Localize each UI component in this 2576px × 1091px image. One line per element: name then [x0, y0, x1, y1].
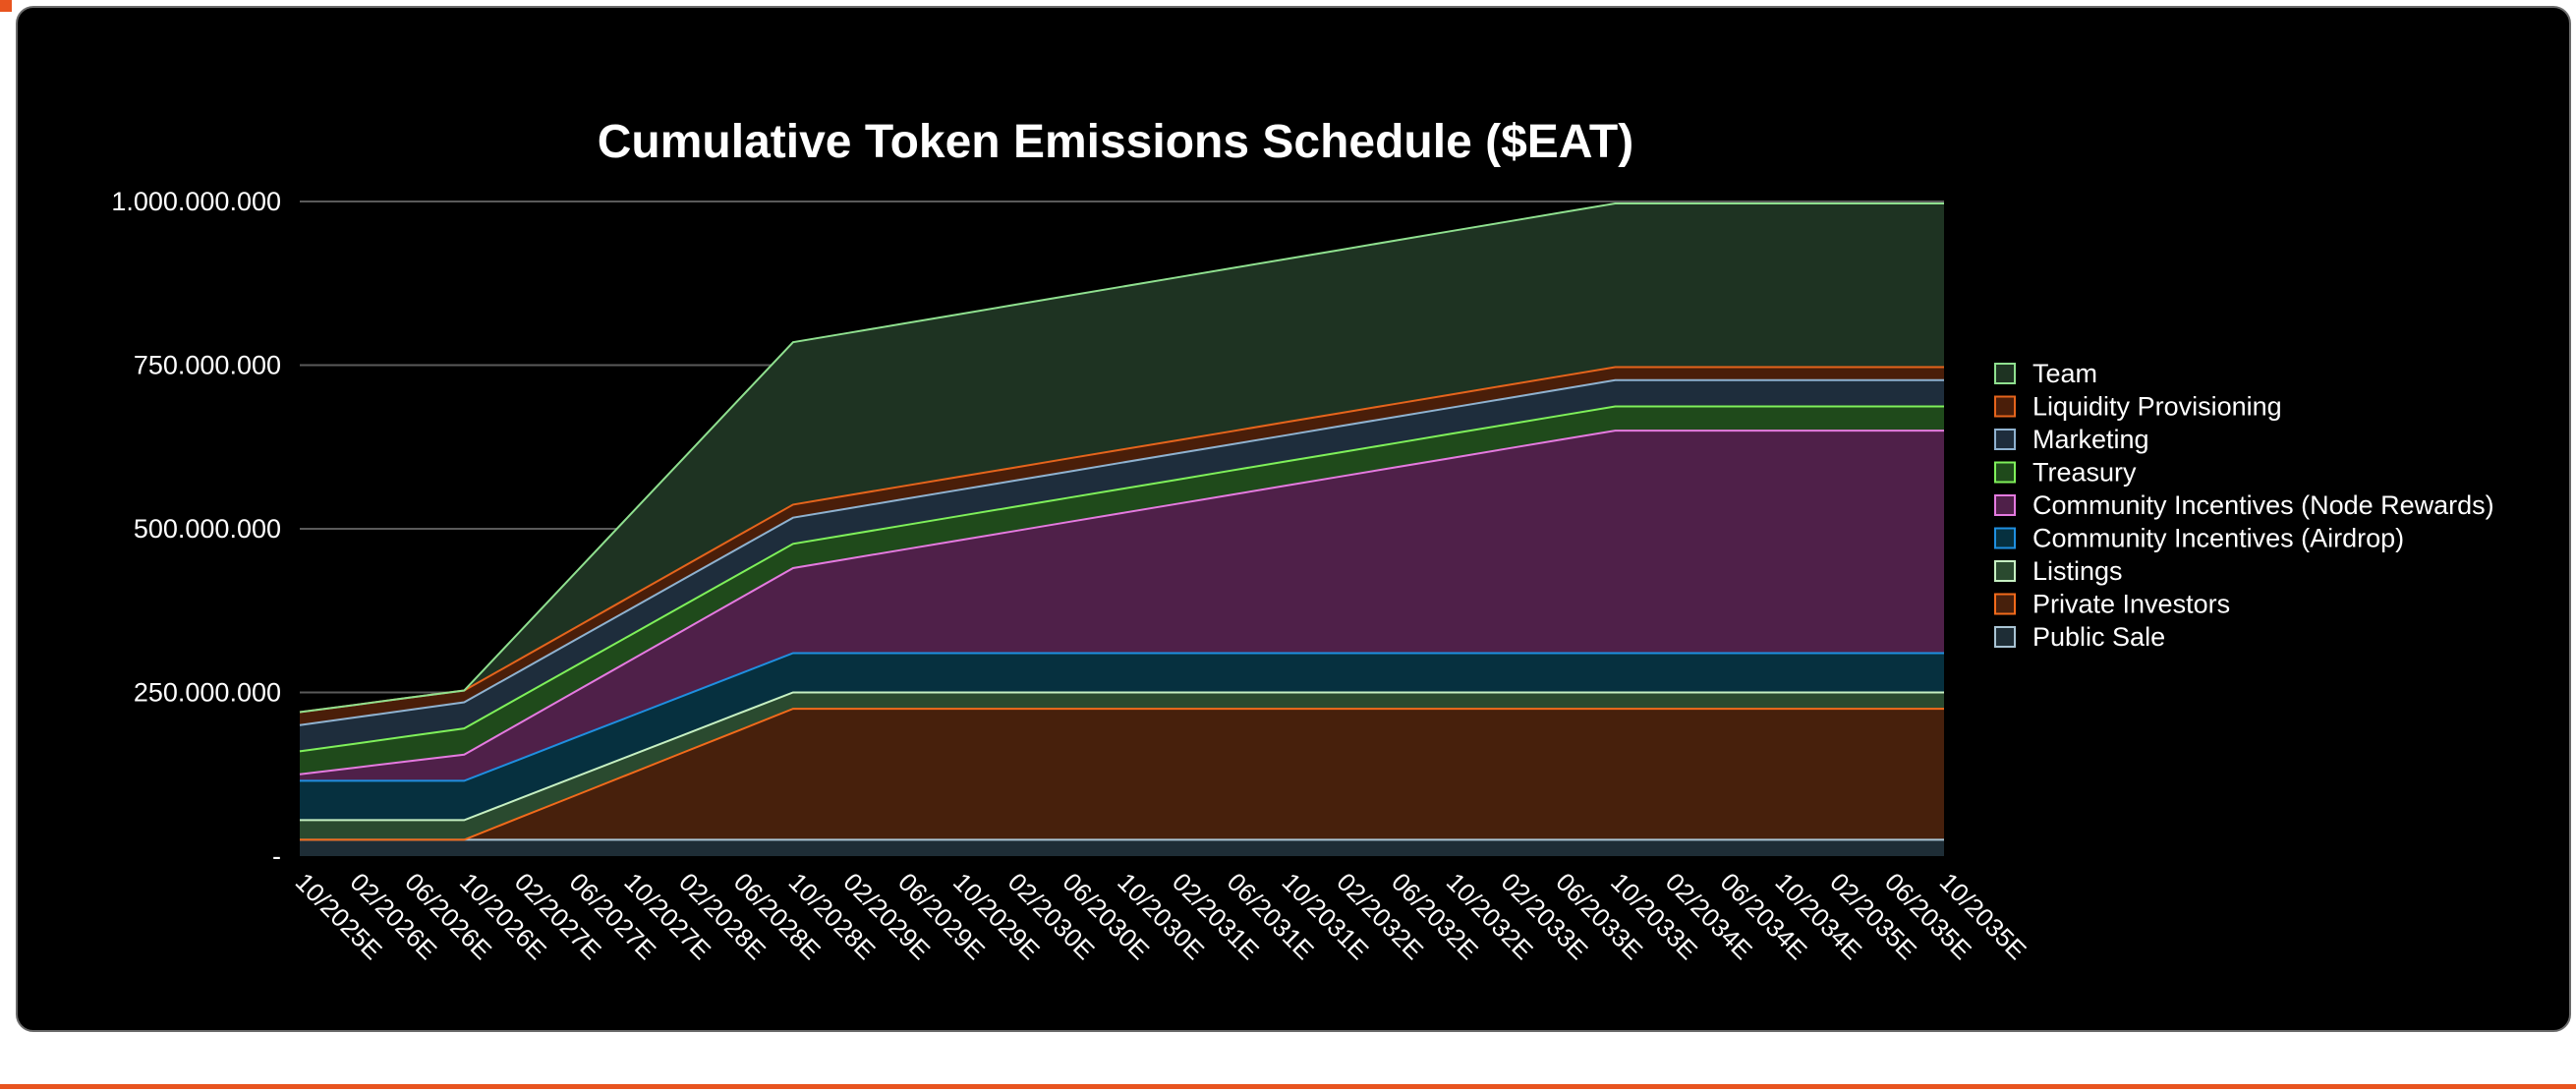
y-tick-label: 1.000.000.000: [111, 187, 281, 216]
legend-label-public-sale: Public Sale: [2032, 622, 2165, 652]
area-community-incentives-node-rewards: [300, 431, 1944, 781]
line-listings: [300, 691, 1944, 822]
emissions-chart: Cumulative Token Emissions Schedule ($EA…: [111, 116, 2494, 965]
y-axis: - 250.000.000 500.000.000 750.000.000 1.000.…: [111, 187, 281, 871]
y-tick-label: -: [272, 841, 281, 871]
legend-label-private-investors: Private Investors: [2032, 590, 2230, 619]
legend-label-community-incentives-airdrop: Community Incentives (Airdrop): [2032, 524, 2404, 553]
stacked-areas: [300, 203, 1944, 856]
area-listings: [300, 692, 1944, 840]
series-lines: [299, 202, 1944, 841]
legend-label-team: Team: [2032, 359, 2097, 388]
legend-swatch-listings: [1994, 560, 2016, 582]
legend-label-treasury: Treasury: [2032, 458, 2137, 488]
y-tick-label: 750.000.000: [134, 351, 281, 380]
area-community-incentives-airdrop: [300, 653, 1944, 821]
legend-label-listings: Listings: [2032, 556, 2123, 586]
area-public-sale: [300, 839, 1944, 856]
line-treasury: [299, 405, 1944, 753]
line-community-incentives-node-rewards: [299, 430, 1944, 775]
line-community-incentives-airdrop: [300, 652, 1944, 782]
legend-label-marketing: Marketing: [2032, 425, 2149, 454]
bottom-accent-line: [0, 1084, 2576, 1089]
area-marketing: [300, 379, 1944, 752]
legend-swatch-treasury: [1994, 461, 2016, 484]
y-tick-label: 250.000.000: [134, 678, 281, 708]
legend-label-liquidity-provisioning: Liquidity Provisioning: [2032, 392, 2282, 422]
x-axis: 10/2025E02/2026E06/2026E10/2026E02/2027E…: [290, 867, 2032, 965]
legend-swatch-team: [1994, 363, 2016, 384]
line-team: [299, 202, 1944, 714]
area-private-investors: [300, 709, 1944, 840]
corner-accent-mark: [0, 0, 12, 12]
legend-swatch-public-sale: [1994, 626, 2016, 648]
chart-card: Cumulative Token Emissions Schedule ($EA…: [16, 6, 2571, 1032]
legend-swatch-community-incentives-airdrop: [1994, 527, 2016, 549]
legend-label-community-incentives-node-rewards: Community Incentives (Node Rewards): [2032, 490, 2494, 520]
line-private-investors: [300, 708, 1944, 841]
y-tick-label: 500.000.000: [134, 514, 281, 544]
legend-swatch-marketing: [1994, 429, 2016, 450]
legend-swatch-liquidity-provisioning: [1994, 395, 2016, 418]
line-marketing: [299, 378, 1944, 726]
legend-swatch-private-investors: [1994, 593, 2016, 615]
legend: Team Liquidity Provisioning Marketing Treas…: [1994, 359, 2494, 652]
legend-swatch-community-incentives-node-rewards: [1994, 494, 2016, 516]
chart-title: Cumulative Token Emissions Schedule ($EA…: [598, 116, 1633, 168]
line-liquidity-provisioning: [299, 366, 1944, 714]
area-treasury: [300, 406, 1944, 775]
area-team: [300, 203, 1944, 713]
